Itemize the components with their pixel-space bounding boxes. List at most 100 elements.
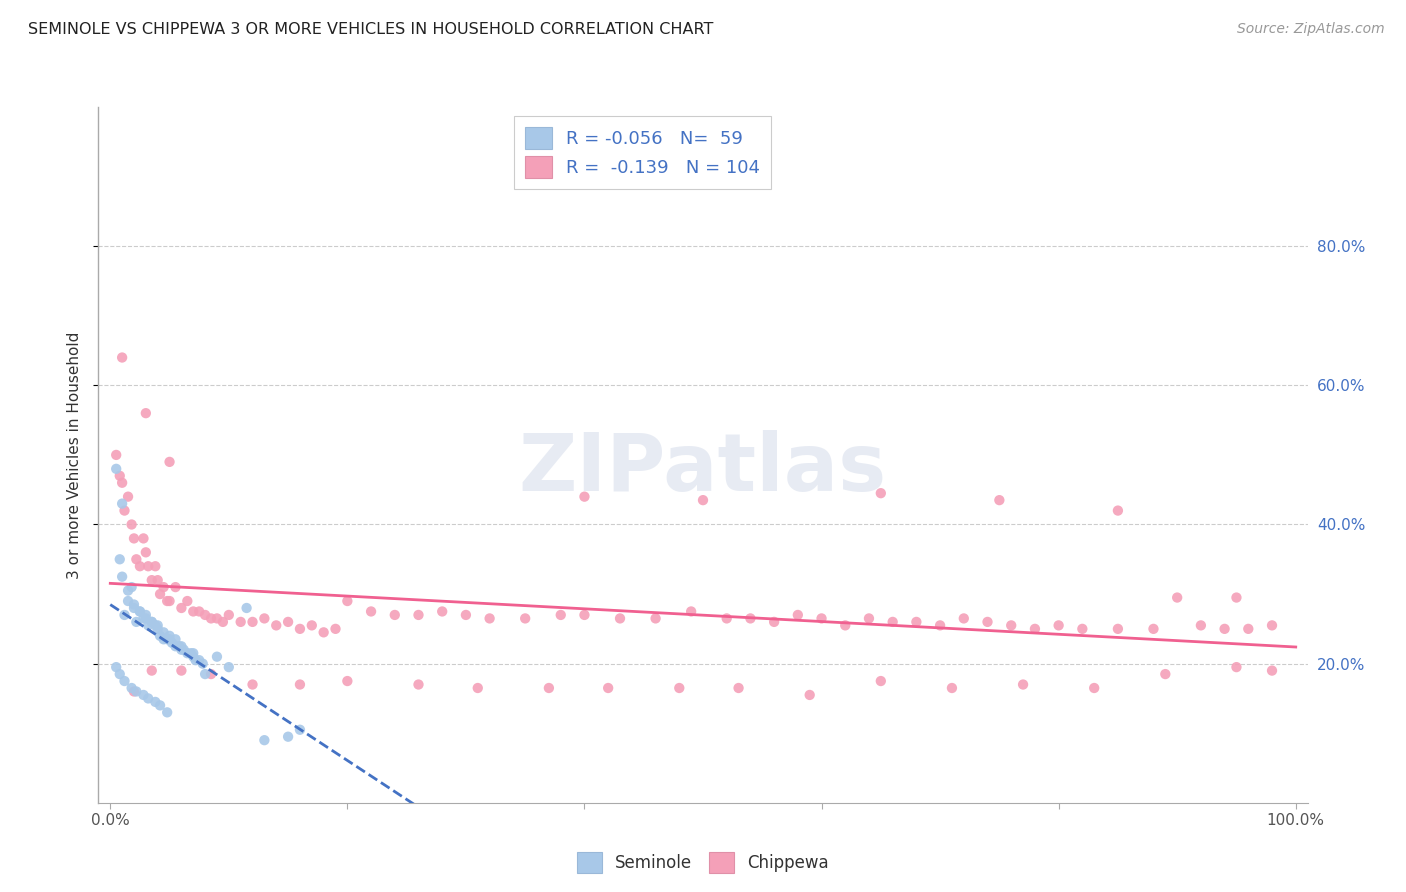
Seminole — [218, 660, 240, 674]
Seminole — [160, 636, 183, 650]
Chippewa — [141, 664, 163, 678]
Chippewa — [976, 615, 998, 629]
Chippewa — [1071, 622, 1094, 636]
Chippewa — [1261, 618, 1284, 632]
Seminole — [122, 601, 145, 615]
Chippewa — [212, 615, 235, 629]
Chippewa — [253, 611, 276, 625]
Chippewa — [1083, 681, 1105, 695]
Chippewa — [834, 618, 856, 632]
Chippewa — [121, 517, 143, 532]
Chippewa — [336, 674, 359, 689]
Chippewa — [432, 605, 454, 619]
Chippewa — [200, 611, 222, 625]
Chippewa — [242, 615, 264, 629]
Chippewa — [111, 475, 134, 490]
Chippewa — [170, 601, 193, 615]
Chippewa — [229, 615, 252, 629]
Chippewa — [384, 607, 406, 622]
Seminole — [143, 618, 166, 632]
Chippewa — [929, 618, 952, 632]
Seminole — [156, 632, 179, 647]
Chippewa — [799, 688, 821, 702]
Seminole — [132, 611, 155, 625]
Chippewa — [1012, 677, 1035, 691]
Chippewa — [149, 587, 172, 601]
Seminole — [129, 605, 152, 619]
Chippewa — [152, 580, 174, 594]
Chippewa — [598, 681, 620, 695]
Chippewa — [122, 532, 145, 546]
Chippewa — [159, 455, 181, 469]
Seminole — [159, 629, 181, 643]
Seminole — [149, 629, 172, 643]
Y-axis label: 3 or more Vehicles in Household: 3 or more Vehicles in Household — [67, 331, 83, 579]
Text: SEMINOLE VS CHIPPEWA 3 OR MORE VEHICLES IN HOUSEHOLD CORRELATION CHART: SEMINOLE VS CHIPPEWA 3 OR MORE VEHICLES … — [28, 22, 713, 37]
Chippewa — [132, 532, 155, 546]
Chippewa — [135, 545, 157, 559]
Chippewa — [176, 594, 198, 608]
Chippewa — [242, 677, 264, 691]
Chippewa — [727, 681, 749, 695]
Seminole — [181, 646, 204, 660]
Chippewa — [264, 618, 287, 632]
Seminole — [191, 657, 214, 671]
Chippewa — [1107, 503, 1129, 517]
Chippewa — [681, 605, 703, 619]
Chippewa — [1047, 618, 1070, 632]
Seminole — [205, 649, 228, 664]
Chippewa — [200, 667, 222, 681]
Chippewa — [1225, 660, 1247, 674]
Chippewa — [692, 493, 714, 508]
Seminole — [253, 733, 276, 747]
Chippewa — [111, 351, 134, 365]
Chippewa — [478, 611, 501, 625]
Chippewa — [188, 605, 211, 619]
Seminole — [235, 601, 257, 615]
Legend: R = -0.056   N=  59, R =  -0.139   N = 104: R = -0.056 N= 59, R = -0.139 N = 104 — [515, 116, 770, 189]
Chippewa — [288, 677, 311, 691]
Text: ZIPatlas: ZIPatlas — [519, 430, 887, 508]
Seminole — [149, 698, 172, 713]
Chippewa — [288, 622, 311, 636]
Chippewa — [454, 607, 477, 622]
Seminole — [173, 642, 195, 657]
Chippewa — [941, 681, 963, 695]
Chippewa — [170, 664, 193, 678]
Chippewa — [181, 605, 204, 619]
Seminole — [180, 646, 202, 660]
Chippewa — [1213, 622, 1236, 636]
Chippewa — [325, 622, 347, 636]
Seminole — [170, 642, 193, 657]
Chippewa — [136, 559, 159, 574]
Seminole — [194, 667, 217, 681]
Seminole — [146, 618, 169, 632]
Seminole — [152, 625, 174, 640]
Chippewa — [301, 618, 323, 632]
Chippewa — [905, 615, 928, 629]
Seminole — [132, 688, 155, 702]
Chippewa — [1154, 667, 1177, 681]
Chippewa — [105, 448, 128, 462]
Chippewa — [114, 503, 136, 517]
Seminole — [146, 622, 169, 636]
Chippewa — [141, 573, 163, 587]
Chippewa — [882, 615, 904, 629]
Chippewa — [125, 552, 148, 566]
Seminole — [108, 552, 131, 566]
Legend: Seminole, Chippewa: Seminole, Chippewa — [571, 846, 835, 880]
Seminole — [135, 611, 157, 625]
Seminole — [170, 639, 193, 653]
Chippewa — [763, 615, 786, 629]
Chippewa — [869, 674, 891, 689]
Chippewa — [1261, 664, 1284, 678]
Chippewa — [194, 607, 217, 622]
Seminole — [141, 615, 163, 629]
Seminole — [105, 660, 128, 674]
Chippewa — [159, 594, 181, 608]
Seminole — [181, 649, 204, 664]
Seminole — [141, 615, 163, 629]
Chippewa — [117, 490, 139, 504]
Chippewa — [218, 607, 240, 622]
Chippewa — [515, 611, 537, 625]
